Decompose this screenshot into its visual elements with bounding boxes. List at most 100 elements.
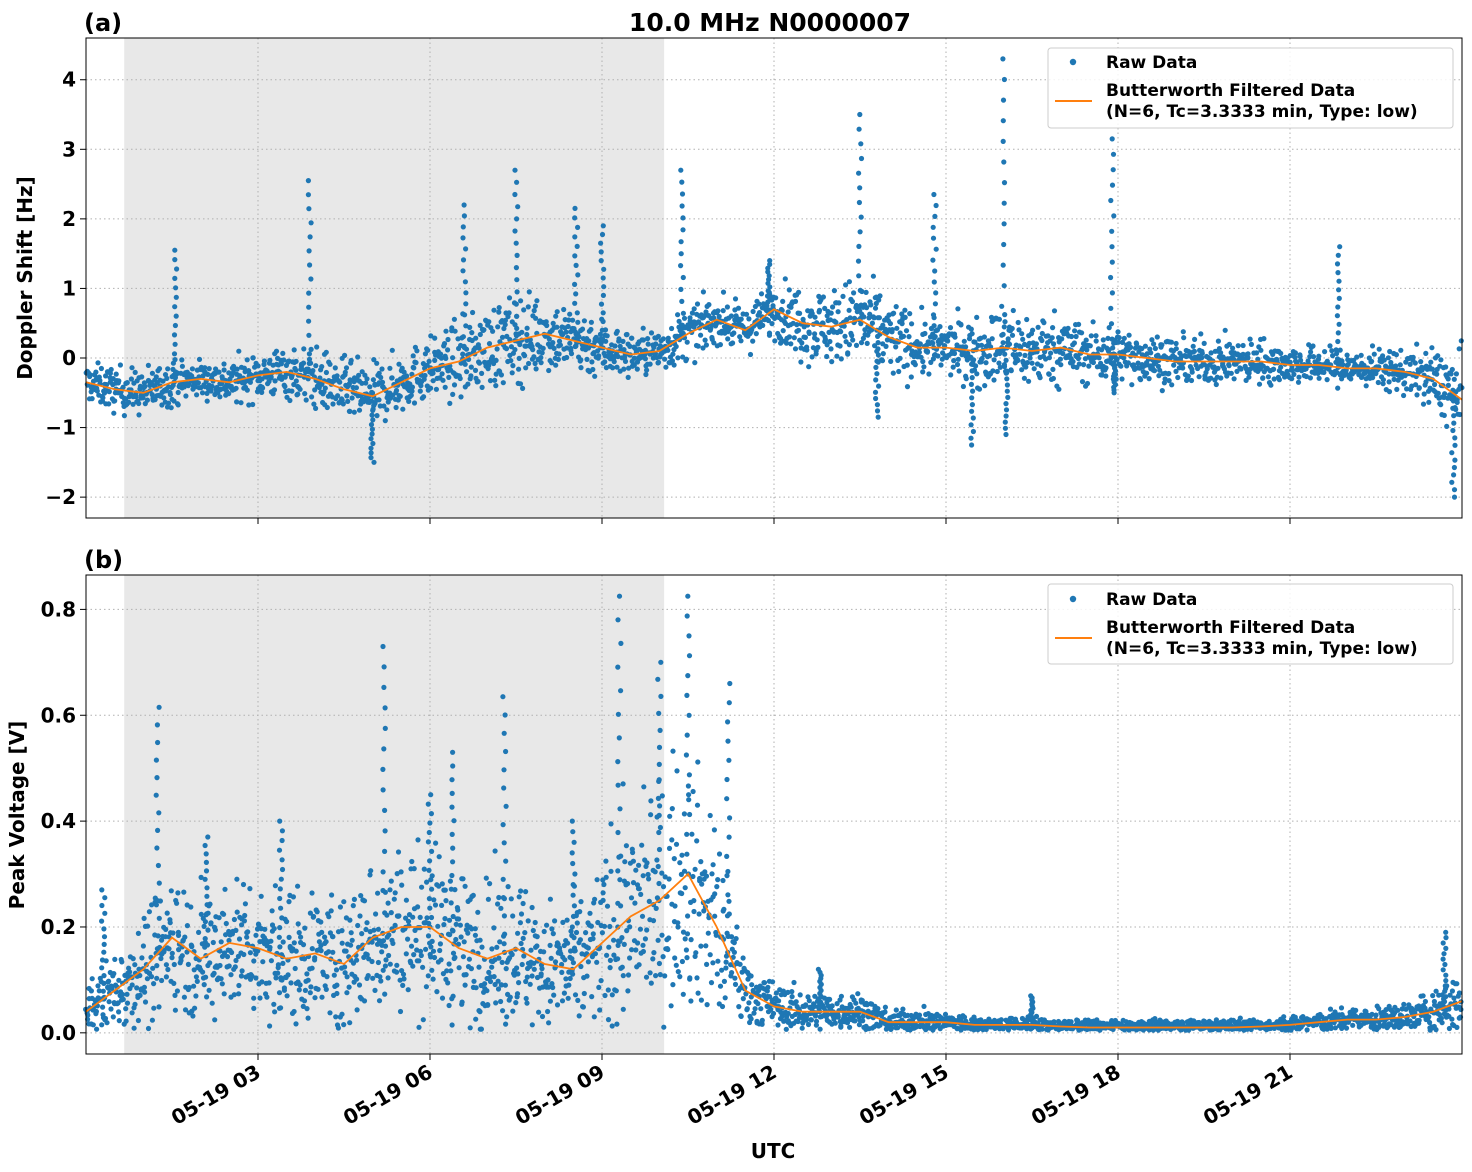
raw-data-point [640, 942, 646, 948]
raw-data-spike-point [460, 257, 467, 263]
raw-data-point [219, 981, 225, 987]
raw-data-point [572, 992, 579, 998]
raw-data-point [410, 914, 416, 920]
raw-data-point [698, 997, 705, 1003]
raw-data-point [796, 289, 802, 295]
raw-data-spike-point [1002, 351, 1008, 357]
raw-data-point [457, 375, 463, 382]
raw-data-spike-point [305, 192, 311, 198]
raw-data-point [565, 323, 571, 330]
raw-data-spike-point [369, 398, 375, 404]
raw-data-point [298, 934, 304, 940]
raw-data-point [293, 948, 299, 954]
raw-data-point [139, 955, 145, 961]
raw-data-point [1363, 383, 1369, 389]
raw-data-point [596, 984, 602, 991]
raw-data-point [1090, 319, 1096, 325]
raw-data-point [889, 1025, 895, 1031]
raw-data-point [539, 350, 545, 356]
raw-data-point [545, 977, 551, 983]
raw-data-point [1129, 382, 1135, 388]
raw-data-point [337, 904, 343, 910]
raw-data-point [89, 396, 95, 402]
raw-data-point [394, 969, 400, 975]
raw-data-spike-point [1109, 259, 1115, 265]
raw-data-point [684, 955, 690, 961]
raw-data-point [446, 1002, 452, 1009]
raw-data-point [669, 325, 675, 332]
raw-data-point [475, 378, 481, 385]
raw-data-point [357, 913, 363, 919]
raw-data-point [728, 313, 735, 319]
raw-data-point [729, 970, 735, 976]
raw-data-point [956, 368, 962, 374]
raw-data-point [208, 920, 214, 926]
raw-data-point [165, 966, 171, 973]
raw-data-point [783, 1026, 789, 1032]
raw-data-point [439, 995, 446, 1001]
raw-data-spike-point [872, 389, 879, 395]
raw-data-point [1149, 337, 1155, 343]
raw-data-point [1335, 385, 1341, 391]
raw-data-point [295, 391, 301, 397]
raw-data-point [139, 374, 145, 380]
raw-data-point [748, 973, 754, 979]
raw-data-point [897, 355, 903, 361]
raw-data-point [963, 344, 969, 350]
y-tick-label: 3 [62, 137, 76, 161]
raw-data-point [525, 304, 531, 310]
raw-data-point [1208, 350, 1214, 356]
raw-data-point [236, 991, 242, 997]
raw-data-point [584, 973, 590, 979]
raw-data-point [679, 958, 686, 965]
raw-data-point [388, 878, 394, 884]
raw-data-point [536, 1009, 542, 1015]
raw-data-point [88, 389, 94, 395]
raw-data-point [673, 343, 679, 350]
raw-data-point [636, 862, 642, 868]
panel-a-legend-raw-label: Raw Data [1106, 53, 1197, 73]
raw-data-point [673, 962, 679, 968]
raw-data-spike-point [1002, 419, 1008, 425]
raw-data-spike-point [678, 286, 684, 292]
raw-data-point [541, 949, 547, 955]
raw-data-point [516, 355, 522, 361]
raw-data-point [296, 987, 302, 993]
panel-b: 0.00.20.40.60.8 (b) Peak Voltage [V] Raw… [5, 546, 1464, 1060]
raw-data-point [1270, 366, 1276, 373]
raw-data-point [916, 349, 923, 355]
raw-data-point [221, 367, 227, 373]
raw-data-point [496, 309, 502, 315]
raw-data-spike-point [1108, 305, 1114, 311]
raw-data-spike-point [1109, 228, 1115, 234]
raw-data-point [370, 377, 376, 383]
raw-data-point [526, 289, 532, 295]
raw-data-point [799, 1025, 805, 1031]
raw-data-point [684, 931, 691, 937]
raw-data-spike-point [572, 329, 578, 335]
raw-data-point [698, 943, 704, 949]
raw-data-point [487, 978, 494, 985]
raw-data-point [579, 326, 586, 332]
raw-data-point [481, 327, 487, 333]
raw-data-point [1278, 350, 1284, 356]
raw-data-point [1046, 355, 1052, 361]
raw-data-point [1240, 342, 1246, 349]
raw-data-point [272, 1009, 278, 1015]
raw-data-spike-point [368, 422, 375, 428]
raw-data-point [494, 944, 500, 950]
raw-data-point [443, 355, 449, 361]
raw-data-point [117, 362, 123, 368]
raw-data-point [827, 338, 833, 345]
raw-data-point [780, 298, 786, 304]
raw-data-point [479, 944, 485, 950]
raw-data-point [411, 952, 417, 958]
raw-data-point [322, 934, 328, 940]
raw-data-point [729, 934, 735, 940]
raw-data-point [132, 369, 138, 375]
raw-data-point [347, 1020, 353, 1026]
raw-data-point [720, 289, 727, 295]
raw-data-point [559, 969, 565, 976]
raw-data-spike-point [461, 213, 467, 219]
raw-data-point [846, 342, 853, 348]
